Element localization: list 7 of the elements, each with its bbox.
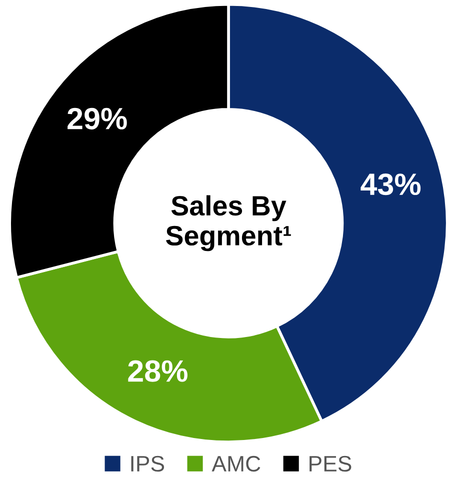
data-label: 29% [68, 108, 127, 130]
legend-label: AMC [212, 456, 260, 472]
text: Sales By Segment¹ [166, 195, 291, 252]
data-label: 28% [128, 360, 188, 382]
data-label: 43% [360, 173, 421, 196]
legend-label: IPS [131, 456, 164, 472]
legend-label: PES [310, 456, 352, 472]
